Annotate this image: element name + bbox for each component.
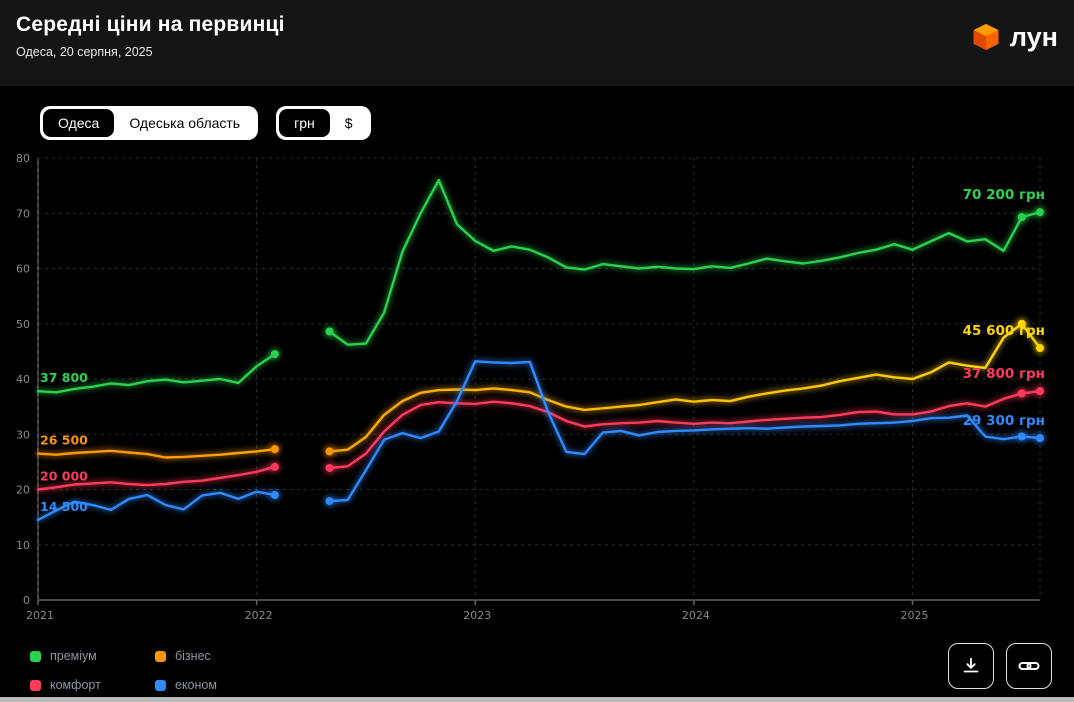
horizontal-scrollbar[interactable] [0, 697, 1074, 702]
legend-label-komfort: комфорт [50, 678, 101, 692]
legend-swatch-premium [30, 650, 41, 662]
svg-text:2022: 2022 [245, 609, 273, 622]
legend-item-premium[interactable]: преміум [30, 649, 155, 663]
location-option-region[interactable]: Одеська область [114, 109, 255, 137]
download-button[interactable] [948, 643, 994, 689]
svg-text:70 200 грн: 70 200 грн [963, 187, 1045, 203]
svg-text:70: 70 [16, 207, 30, 220]
legend-swatch-biznes [155, 650, 166, 662]
legend-label-biznes: бізнес [175, 649, 211, 663]
svg-text:37 800 грн: 37 800 грн [963, 366, 1045, 382]
svg-text:0: 0 [23, 594, 30, 607]
legend-item-biznes[interactable]: бізнес [155, 649, 217, 663]
page-subtitle: Одеса, 20 серпня, 2025 [16, 45, 153, 59]
svg-text:14 500: 14 500 [40, 499, 88, 514]
svg-text:20 000: 20 000 [40, 469, 88, 484]
svg-text:10: 10 [16, 539, 30, 552]
svg-text:2024: 2024 [682, 609, 710, 622]
svg-text:60: 60 [16, 263, 30, 276]
lun-brand-text: лун [1009, 21, 1058, 52]
location-option-city[interactable]: Одеса [43, 109, 115, 137]
svg-text:80: 80 [16, 152, 30, 165]
currency-option-uah[interactable]: грн [279, 109, 330, 137]
svg-text:45 600 грн: 45 600 грн [963, 323, 1045, 339]
lun-cube-icon [973, 23, 999, 51]
svg-text:30: 30 [16, 428, 30, 441]
svg-text:26 500: 26 500 [40, 433, 88, 448]
svg-text:50: 50 [16, 318, 30, 331]
svg-text:2021: 2021 [26, 609, 54, 622]
chart-actions [948, 643, 1052, 689]
svg-text:29 300 грн: 29 300 грн [963, 413, 1045, 429]
legend-swatch-komfort [30, 679, 41, 691]
legend-label-premium: преміум [50, 649, 97, 663]
chart-area: 0 10 20 30 40 50 60 70 80 2021 2022 2023 2024 2025 37 … [0, 148, 1074, 633]
legend-item-komfort[interactable]: комфорт [30, 678, 155, 692]
svg-text:2025: 2025 [900, 609, 928, 622]
download-icon [963, 657, 979, 673]
legend-swatch-ekonom [155, 679, 166, 691]
filter-bar: Одеса Одеська область грн $ [40, 106, 371, 140]
currency-toggle: грн $ [276, 106, 371, 140]
location-toggle: Одеса Одеська область [40, 106, 259, 140]
currency-option-usd[interactable]: $ [330, 109, 368, 137]
page-title: Середні ціни на первинці [16, 13, 285, 36]
chart-legend: преміум бізнес комфорт економ [30, 649, 217, 692]
legend-item-ekonom[interactable]: економ [155, 678, 217, 692]
svg-text:2023: 2023 [463, 609, 491, 622]
share-link-button[interactable] [1006, 643, 1052, 689]
lun-logo[interactable]: лун [971, 22, 1058, 52]
svg-text:37 800: 37 800 [40, 370, 88, 385]
svg-text:20: 20 [16, 484, 30, 497]
header: Середні ціни на первинці Одеса, 20 серпн… [0, 0, 1074, 86]
svg-text:40: 40 [16, 373, 30, 386]
legend-label-ekonom: економ [175, 678, 217, 692]
link-icon [1018, 662, 1040, 670]
price-line-chart[interactable]: 0 10 20 30 40 50 60 70 80 2021 2022 2023 2024 2025 37 … [0, 148, 1074, 628]
